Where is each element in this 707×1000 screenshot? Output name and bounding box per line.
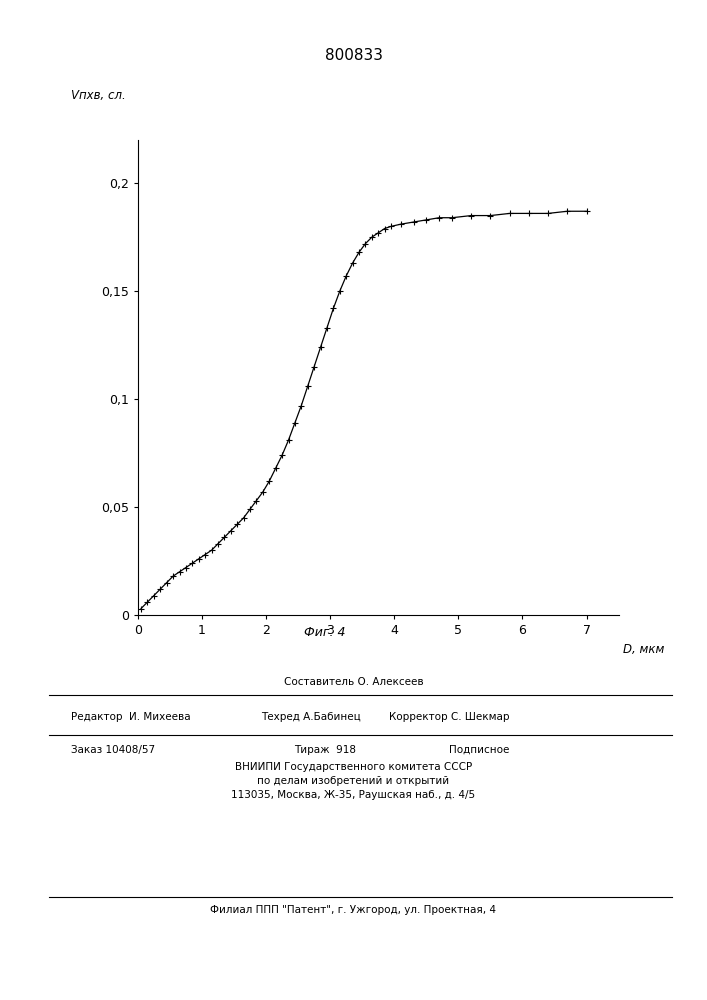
Text: Редактор  И. Михеева: Редактор И. Михеева xyxy=(71,712,190,722)
Text: 800833: 800833 xyxy=(325,47,382,62)
Text: D, мкм: D, мкм xyxy=(624,644,665,656)
Text: Заказ 10408/57: Заказ 10408/57 xyxy=(71,745,155,755)
Text: Подписное: Подписное xyxy=(449,745,509,755)
Text: по делам изобретений и открытий: по делам изобретений и открытий xyxy=(257,776,450,786)
Text: Vпхв, сл.: Vпхв, сл. xyxy=(71,89,125,102)
Text: Техред А.Бабинец: Техред А.Бабинец xyxy=(261,712,361,722)
Text: Фиг. 4: Фиг. 4 xyxy=(305,626,346,639)
Text: Филиал ППП "Патент", г. Ужгород, ул. Проектная, 4: Филиал ППП "Патент", г. Ужгород, ул. Про… xyxy=(211,905,496,915)
Text: Тираж  918: Тираж 918 xyxy=(294,745,356,755)
Text: Составитель О. Алексеев: Составитель О. Алексеев xyxy=(284,677,423,687)
Text: Корректор С. Шекмар: Корректор С. Шекмар xyxy=(389,712,509,722)
Text: 113035, Москва, Ж-35, Раушская наб., д. 4/5: 113035, Москва, Ж-35, Раушская наб., д. … xyxy=(231,790,476,800)
Text: ВНИИПИ Государственного комитета СССР: ВНИИПИ Государственного комитета СССР xyxy=(235,762,472,772)
